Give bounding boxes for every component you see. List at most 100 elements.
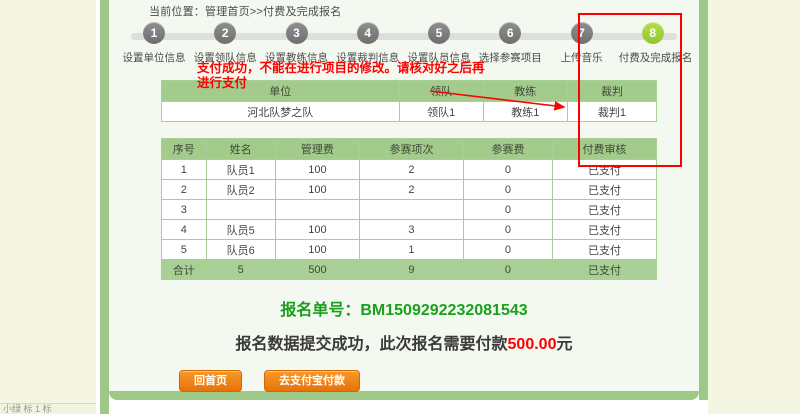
fee-cell-4-3: 1 (358, 239, 464, 260)
table-row: 5 队员6 100 1 0 已支付 (161, 239, 657, 260)
fee-total-cell-0: 合计 (161, 259, 207, 280)
step-4[interactable]: 4 设置裁判信息 (334, 22, 402, 65)
step-5-label: 设置队员信息 (407, 52, 471, 64)
fee-table-body: 1 队员1 100 2 0 已支付 2 队员2 100 2 0 已支付 3 0 已支付 4 队员5 100 3 0 已支… (161, 159, 657, 280)
order-number-label: 报名单号： (280, 302, 361, 319)
unit-col-header-1: 领队 (398, 80, 484, 102)
fee-cell-0-2: 100 (274, 159, 360, 180)
fee-cell-1-1: 队员2 (205, 179, 276, 200)
fee-cell-0-3: 2 (358, 159, 464, 180)
step-1-circle: 1 (143, 22, 165, 44)
payment-status-badge: 已支付 (552, 179, 657, 200)
action-button-group: 回首页 去支付宝付款 (179, 370, 382, 392)
page-border-right (699, 0, 708, 400)
step-3-label: 设置教练信息 (265, 52, 328, 64)
page-background-left (0, 0, 96, 414)
total-payment-status-badge: 已支付 (552, 259, 657, 280)
unit-col-header-0: 单位 (161, 80, 400, 102)
fee-cell-0-0: 1 (161, 159, 207, 180)
fee-cell-2-0: 3 (161, 199, 207, 220)
table-row: 4 队员5 100 3 0 已支付 (161, 219, 657, 240)
fee-cell-1-2: 100 (274, 179, 360, 200)
payment-amount-line: 报名数据提交成功，此次报名需要付款500.00元 (109, 330, 699, 354)
step-8[interactable]: 8 付费及完成报名 (618, 22, 693, 65)
fee-cell-1-3: 2 (358, 179, 464, 200)
step-4-label: 设置裁判信息 (336, 52, 400, 64)
fee-cell-3-1: 队员5 (205, 219, 276, 240)
step-2-circle: 2 (214, 22, 237, 44)
step-8-label: 付费及完成报名 (618, 52, 693, 64)
step-8-circle: 8 (641, 22, 664, 44)
payment-message-suffix: 元 (556, 336, 573, 353)
fee-total-cell-3: 9 (358, 259, 464, 280)
step-4-circle: 4 (356, 22, 379, 44)
fee-cell-4-1: 队员6 (205, 239, 276, 260)
fee-cell-3-0: 4 (161, 219, 207, 240)
breadcrumb: 当前位置：管理首页>>付费及完成报名 (149, 6, 342, 18)
step-6-circle: 6 (499, 22, 522, 44)
unit-col-header-3: 裁判 (566, 80, 658, 102)
step-6-label: 选择参赛项目 (478, 52, 542, 64)
fee-col-header-5: 付费审核 (552, 138, 657, 160)
step-progress-bar: 1 设置单位信息 2 设置领队信息 3 设置教练信息 4 设置裁判信息 5 设置队员信息 6 选择参赛… (117, 22, 693, 68)
fee-table-total-row: 合计 5 500 9 0 已支付 (161, 259, 657, 280)
fee-cell-1-4: 0 (462, 179, 554, 200)
home-button[interactable]: 回首页 (179, 370, 242, 392)
fee-col-header-4: 参赛费 (462, 138, 554, 160)
payment-status-badge: 已支付 (552, 219, 657, 240)
fee-total-cell-1: 5 (205, 259, 276, 280)
step-track (131, 33, 677, 40)
fee-cell-4-4: 0 (462, 239, 554, 260)
taskbar-partial-item[interactable]: 小绿 标 1 标 (0, 403, 96, 414)
step-3-circle: 3 (285, 22, 308, 44)
fee-col-header-3: 参赛项次 (358, 138, 464, 160)
payment-status-badge: 已支付 (552, 239, 657, 260)
fee-total-cell-2: 500 (274, 259, 360, 280)
fee-cell-1-0: 2 (161, 179, 207, 200)
payment-message-prefix: 报名数据提交成功，此次报名需要付款 (235, 336, 508, 353)
fee-cell-2-4: 0 (462, 199, 554, 220)
step-1-label: 设置单位信息 (122, 52, 186, 64)
unit-cell-0-3: 裁判1 (566, 101, 658, 122)
page-background-right (708, 0, 800, 414)
fee-cell-3-3: 3 (358, 219, 464, 240)
payment-status-badge: 已支付 (552, 159, 657, 180)
table-row: 3 0 已支付 (161, 199, 657, 220)
page-border-bottom (109, 391, 699, 400)
fee-detail-table: 序号 姓名 管理费 参赛项次 参赛费 付费审核 1 队员1 100 2 0 已支付 2 队员2 100 2 0… (161, 138, 657, 280)
fee-cell-0-4: 0 (462, 159, 554, 180)
step-5[interactable]: 5 设置队员信息 (405, 22, 473, 65)
fee-cell-4-2: 100 (274, 239, 360, 260)
alipay-pay-button[interactable]: 去支付宝付款 (264, 370, 360, 392)
fee-col-header-2: 管理费 (274, 138, 360, 160)
step-1[interactable]: 1 设置单位信息 (120, 22, 188, 65)
order-number-value: BM1509292232081543 (360, 302, 528, 319)
unit-cell-0-1: 领队1 (398, 101, 484, 122)
step-2-label: 设置领队信息 (193, 52, 257, 64)
table-row: 河北队梦之队 领队1 教练1 裁判1 (161, 101, 658, 122)
fee-cell-2-3 (358, 199, 464, 220)
table-row: 1 队员1 100 2 0 已支付 (161, 159, 657, 180)
page-border-left (100, 0, 109, 414)
fee-cell-4-0: 5 (161, 239, 207, 260)
step-7-circle: 7 (570, 22, 593, 44)
fee-col-header-0: 序号 (161, 138, 207, 160)
fee-col-header-1: 姓名 (205, 138, 276, 160)
unit-col-header-2: 教练 (482, 80, 568, 102)
payment-amount-value: 500.00 (507, 336, 557, 353)
registration-content-pane: 当前位置：管理首页>>付费及完成报名 1 设置单位信息 2 设置领队信息 3 设置教练信息… (109, 0, 699, 392)
step-2[interactable]: 2 设置领队信息 (191, 22, 259, 65)
unit-cell-0-2: 教练1 (482, 101, 568, 122)
table-row: 2 队员2 100 2 0 已支付 (161, 179, 657, 200)
unit-info-table: 单位 领队 教练 裁判 河北队梦之队 领队1 教练1 裁判1 (161, 80, 658, 122)
step-7[interactable]: 7 上传音乐 (548, 22, 616, 65)
fee-table-header-row: 序号 姓名 管理费 参赛项次 参赛费 付费审核 (161, 138, 657, 160)
fee-cell-2-1 (205, 199, 276, 220)
order-number-line: 报名单号：BM1509292232081543 (109, 296, 699, 320)
unit-table-body: 河北队梦之队 领队1 教练1 裁判1 (161, 101, 658, 122)
step-3[interactable]: 3 设置教练信息 (263, 22, 331, 65)
unit-table-header-row: 单位 领队 教练 裁判 (161, 80, 658, 102)
fee-total-cell-4: 0 (462, 259, 554, 280)
fee-cell-2-2 (274, 199, 360, 220)
step-6[interactable]: 6 选择参赛项目 (476, 22, 544, 65)
